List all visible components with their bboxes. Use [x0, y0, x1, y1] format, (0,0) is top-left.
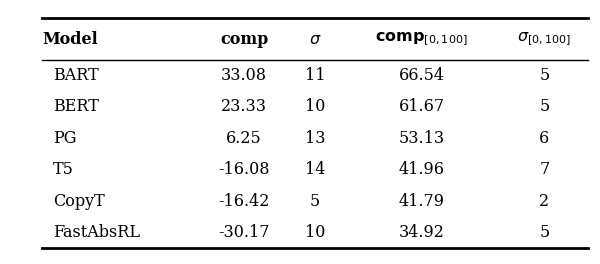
Text: 41.79: 41.79 — [398, 192, 445, 210]
Text: 10: 10 — [305, 98, 325, 115]
Text: FastAbsRL: FastAbsRL — [53, 224, 140, 241]
Text: CopyT: CopyT — [53, 192, 104, 210]
Text: 10: 10 — [305, 224, 325, 241]
Text: PG: PG — [53, 130, 76, 147]
Text: -16.08: -16.08 — [218, 161, 270, 178]
Text: 6.25: 6.25 — [226, 130, 262, 147]
Text: 66.54: 66.54 — [398, 67, 445, 84]
Text: 14: 14 — [305, 161, 325, 178]
Text: 33.08: 33.08 — [221, 67, 267, 84]
Text: 6: 6 — [539, 130, 550, 147]
Text: Model: Model — [42, 31, 98, 48]
Text: 53.13: 53.13 — [398, 130, 445, 147]
Text: T5: T5 — [53, 161, 74, 178]
Text: 23.33: 23.33 — [221, 98, 267, 115]
Text: 5: 5 — [539, 67, 550, 84]
Text: 34.92: 34.92 — [398, 224, 445, 241]
Text: 5: 5 — [539, 224, 550, 241]
Text: 13: 13 — [305, 130, 325, 147]
Text: comp: comp — [220, 31, 268, 48]
Text: -30.17: -30.17 — [218, 224, 270, 241]
Text: 2: 2 — [539, 192, 550, 210]
Text: 61.67: 61.67 — [398, 98, 445, 115]
Text: 11: 11 — [305, 67, 325, 84]
Text: $\sigma$: $\sigma$ — [309, 31, 321, 48]
Text: 41.96: 41.96 — [398, 161, 445, 178]
Text: $\mathbf{comp}_{[0,100]}$: $\mathbf{comp}_{[0,100]}$ — [375, 30, 468, 48]
Text: 5: 5 — [310, 192, 320, 210]
Text: 5: 5 — [539, 98, 550, 115]
Text: $\sigma_{[0,100]}$: $\sigma_{[0,100]}$ — [517, 30, 571, 48]
Text: -16.42: -16.42 — [218, 192, 270, 210]
Text: BART: BART — [53, 67, 98, 84]
Text: BERT: BERT — [53, 98, 99, 115]
Text: 7: 7 — [539, 161, 550, 178]
